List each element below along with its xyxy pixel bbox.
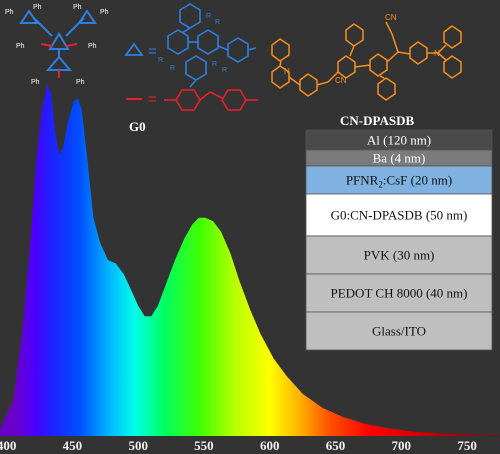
equals-sign: =: [148, 43, 157, 60]
x-tick-label: 750: [457, 438, 477, 453]
r-label: R: [158, 57, 163, 64]
r-label: R: [222, 67, 227, 74]
device-layer: [305, 311, 493, 351]
x-tick-label: 700: [392, 438, 412, 453]
device-layer-label: Ba (4 nm): [373, 151, 426, 166]
nitrogen-atom: N: [434, 49, 440, 58]
device-layer: [305, 235, 493, 275]
ph-label: Ph: [73, 4, 82, 11]
x-tick-label: 550: [194, 438, 214, 453]
device-stack: Al (120 nm) Ba (4 nm) PFNR2:CsF (20 nm) G0:…: [305, 129, 493, 351]
device-layer-label: PVK (30 nm): [364, 248, 435, 263]
r-label: R: [206, 13, 211, 20]
linker-legend: =: [126, 89, 258, 111]
device-layer: [305, 165, 493, 195]
x-axis-tick-labels: 400 450 500 550 600 650 700 750: [0, 438, 477, 453]
ph-label: Ph: [76, 79, 85, 86]
r-label: R: [215, 19, 220, 26]
spectrum-area: [0, 84, 500, 436]
r-label: R: [212, 61, 217, 68]
x-tick-label: 650: [326, 438, 346, 453]
device-layer-label: Al (120 nm): [367, 133, 431, 148]
r-label: R: [170, 65, 175, 72]
device-layer: [305, 273, 493, 313]
equals-sign: =: [148, 91, 157, 108]
cn-dpasdb-structure: [271, 21, 462, 101]
ph-label: Ph: [100, 9, 109, 16]
dendrimer-structure: Ph Ph Ph Ph Ph Ph Ph Ph: [5, 4, 109, 86]
device-layer-label: G0:CN-DPASDB (50 nm): [331, 208, 468, 223]
ph-label: Ph: [16, 43, 25, 50]
device-layer: [305, 193, 493, 237]
device-layer-label: PFNR2:CsF (20 nm): [346, 173, 452, 190]
ph-label: Ph: [5, 9, 14, 16]
triangle-legend: = R R R R R R: [124, 3, 257, 88]
ph-label: Ph: [33, 4, 42, 11]
device-layer-label: PEDOT CH 8000 (40 nm): [331, 286, 468, 301]
cn-dpasdb-label: CN-DPASDB: [340, 113, 414, 128]
device-layer-label: Glass/ITO: [372, 324, 426, 339]
ph-label: Ph: [88, 43, 97, 50]
x-tick-label: 450: [63, 438, 83, 453]
x-tick-label: 400: [0, 438, 16, 453]
ph-label: Ph: [31, 79, 40, 86]
cn-label: CN: [335, 76, 347, 85]
cn-label: CN: [385, 13, 397, 22]
x-tick-label: 600: [260, 438, 280, 453]
nitrogen-atom: N: [284, 67, 290, 76]
x-tick-label: 500: [128, 438, 148, 453]
g0-label: G0: [129, 119, 146, 134]
